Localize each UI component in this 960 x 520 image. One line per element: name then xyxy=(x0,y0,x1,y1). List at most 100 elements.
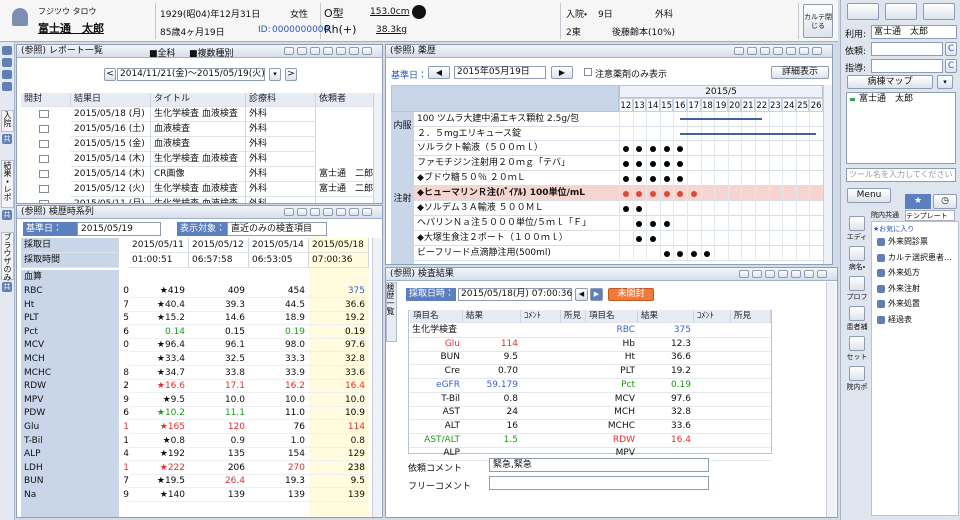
tool-icon[interactable] xyxy=(849,216,865,231)
toolbar-button[interactable] xyxy=(747,47,757,55)
date-header: 2015/05/18 xyxy=(309,238,369,253)
top-icon[interactable] xyxy=(923,3,955,20)
clear-button[interactable]: C xyxy=(945,42,957,56)
tool-icon[interactable] xyxy=(849,366,865,381)
next-button[interactable]: ▶ xyxy=(551,66,573,79)
base-date[interactable]: 2015年05月19日 xyxy=(454,66,546,79)
clear-button[interactable]: C xyxy=(945,59,957,73)
ward: 2東 xyxy=(566,28,581,38)
history-tab[interactable]: ◷ xyxy=(933,194,957,209)
status-button[interactable]: 未開封 xyxy=(608,288,654,301)
grid-cell xyxy=(646,171,648,186)
toolbar-button[interactable] xyxy=(799,47,809,55)
field-box[interactable] xyxy=(871,42,943,56)
tab-icon[interactable] xyxy=(2,58,12,67)
search-box[interactable]: ツール名を入力してください xyxy=(846,168,956,182)
toolbar-button[interactable] xyxy=(323,208,333,216)
close-button[interactable]: カルテ閉じる xyxy=(803,4,833,38)
field-box[interactable] xyxy=(871,59,943,73)
dropdown[interactable]: ▾ xyxy=(269,68,281,81)
fav-tab[interactable]: ★ xyxy=(905,194,931,209)
toolbar-button[interactable] xyxy=(336,47,346,55)
toolbar-button[interactable] xyxy=(734,47,744,55)
tab-icon[interactable] xyxy=(2,46,12,55)
dose-dot xyxy=(677,190,684,197)
toolbar-button[interactable] xyxy=(349,208,359,216)
toolbar-button[interactable] xyxy=(323,47,333,55)
history-tab[interactable]: 検歴一覧 xyxy=(386,282,397,342)
grid-cell xyxy=(632,171,634,186)
toolbar-button[interactable] xyxy=(778,270,788,278)
toolbar-button[interactable] xyxy=(791,270,801,278)
toolbar-button[interactable] xyxy=(786,47,796,55)
menu-item[interactable]: カルテ選択患者... xyxy=(888,252,952,262)
menu-item[interactable]: 外来処置 xyxy=(888,299,920,308)
toolbar-button[interactable] xyxy=(310,208,320,216)
toolbar-button[interactable] xyxy=(752,270,762,278)
toolbar-button[interactable] xyxy=(804,270,814,278)
checkbox[interactable] xyxy=(584,68,592,76)
base-date[interactable]: 2015/05/19 xyxy=(77,222,161,236)
tool-icon[interactable] xyxy=(849,336,865,351)
menu-item[interactable]: 経過表 xyxy=(888,314,912,324)
tab[interactable]: 院内共通 xyxy=(871,211,899,219)
patient-entry[interactable]: 富士通 太郎 xyxy=(859,94,914,104)
grid-cell xyxy=(687,201,688,216)
prev-button[interactable]: ◀ xyxy=(428,66,450,79)
map-button[interactable]: 病棟マップ xyxy=(847,75,933,89)
open-icon xyxy=(39,140,49,148)
map-dropdown[interactable]: ▾ xyxy=(937,75,953,89)
toolbar-button[interactable] xyxy=(362,208,372,216)
dose-dot xyxy=(636,205,643,212)
item-name: AST/ALT xyxy=(424,434,460,445)
dose-dot xyxy=(663,175,670,182)
toolbar-button[interactable] xyxy=(284,47,294,55)
field-box[interactable] xyxy=(871,25,957,39)
next-button[interactable]: ▶ xyxy=(590,288,603,301)
toolbar-button[interactable] xyxy=(760,47,770,55)
tool-icon[interactable] xyxy=(849,306,865,321)
prev-button[interactable]: < xyxy=(104,68,116,81)
toolbar-button[interactable] xyxy=(817,270,827,278)
result-value: 26.4 xyxy=(189,475,249,489)
detail-button[interactable]: 詳細表示 xyxy=(771,66,829,79)
prev-value: 8 xyxy=(123,367,129,378)
grid-row xyxy=(414,201,823,216)
tab-icon[interactable] xyxy=(2,82,12,91)
target[interactable]: 直近のみの検査項目 xyxy=(227,222,327,236)
drug-name: 100 ツムラ大建中湯エキス顆粒 2.5g/包 xyxy=(417,114,580,124)
tool-icon[interactable] xyxy=(849,276,865,291)
top-icon[interactable] xyxy=(847,3,879,20)
toolbar-button[interactable] xyxy=(812,47,822,55)
side-tab[interactable]: ブラウザのみ xyxy=(1,232,14,281)
grid-cell xyxy=(632,231,634,246)
toolbar-button[interactable] xyxy=(297,47,307,55)
menu-item[interactable]: 外来注射 xyxy=(888,283,920,293)
side-tab[interactable]: 結果・レポ xyxy=(1,160,14,208)
free-comment[interactable] xyxy=(489,476,709,490)
menu-button[interactable]: Menu xyxy=(847,188,891,203)
toolbar-button[interactable] xyxy=(336,208,346,216)
toolbar-button[interactable] xyxy=(739,270,749,278)
header-label: 採取時間 xyxy=(21,253,119,268)
side-tab[interactable]: 入院 xyxy=(1,110,14,132)
tab-icon[interactable] xyxy=(2,70,12,79)
menu-item[interactable]: 外来問診票 xyxy=(888,237,928,246)
collect-time[interactable]: 2015/05/18(月) 07:00:36 xyxy=(458,288,572,301)
tool-icon[interactable] xyxy=(849,246,865,261)
result-value: 44.5 xyxy=(249,299,309,312)
next-button[interactable]: > xyxy=(285,68,297,81)
toolbar-button[interactable] xyxy=(310,47,320,55)
prev-button[interactable]: ◀ xyxy=(575,288,588,301)
tab[interactable]: テンプレート xyxy=(905,210,955,221)
top-icon[interactable] xyxy=(885,3,917,20)
toolbar-button[interactable] xyxy=(349,47,359,55)
scrollbar xyxy=(826,282,836,517)
menu-item[interactable]: 外来処方 xyxy=(888,268,920,277)
toolbar-button[interactable] xyxy=(362,47,372,55)
toolbar-button[interactable] xyxy=(773,47,783,55)
grid-cell xyxy=(714,141,716,156)
toolbar-button[interactable] xyxy=(297,208,307,216)
toolbar-button[interactable] xyxy=(284,208,294,216)
toolbar-button[interactable] xyxy=(765,270,775,278)
